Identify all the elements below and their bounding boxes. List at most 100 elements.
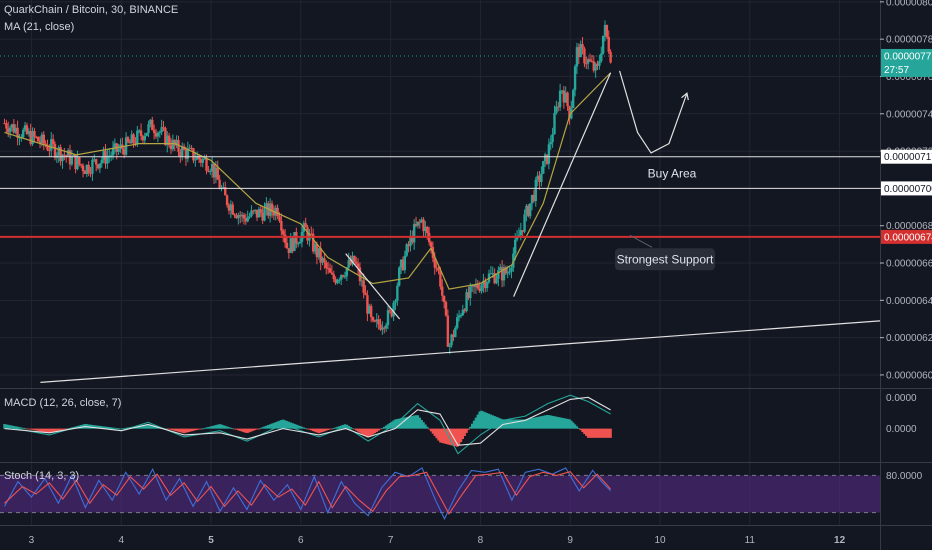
macd-histogram-bar [25, 428, 29, 430]
candle-body [68, 150, 72, 165]
macd-histogram-bar [139, 425, 143, 429]
macd-histogram-bar [190, 428, 193, 432]
macd-histogram-bar [209, 426, 212, 429]
macd-histogram-bar [512, 419, 515, 429]
candle-body [416, 221, 420, 226]
macd-histogram-bar [416, 415, 420, 429]
macd-histogram-bar [283, 420, 287, 429]
macd-histogram-bar [577, 428, 581, 430]
candle-body [218, 179, 221, 189]
macd-histogram-bar [603, 428, 607, 438]
candle-body [192, 148, 195, 161]
candle-body [377, 319, 380, 325]
x-tick-label: 8 [478, 535, 484, 546]
candle-body [44, 143, 47, 146]
macd-histogram-bar [207, 427, 210, 429]
macd-histogram-bar [528, 418, 532, 429]
macd-histogram-bar [465, 428, 468, 433]
candle-body [480, 285, 483, 292]
macd-histogram-bar [334, 427, 337, 429]
macd-histogram-bar [557, 417, 560, 429]
macd-histogram-bar [44, 428, 47, 433]
macd-legend[interactable]: MACD (12, 26, close, 7) [4, 397, 122, 409]
candle-body [214, 167, 218, 178]
ma-legend[interactable]: MA (21, close) [4, 21, 75, 33]
candle-body [93, 159, 96, 161]
macd-histogram-bar [583, 428, 586, 434]
candle-body [459, 315, 463, 317]
macd-tick-label: 0.0000 [886, 393, 917, 404]
macd-histogram-bar [268, 424, 272, 429]
candle-body [63, 154, 66, 156]
macd-histogram-bar [362, 428, 365, 436]
macd-histogram-bar [420, 419, 423, 429]
candle-body [83, 171, 87, 174]
macd-histogram-bar [152, 425, 156, 429]
candle-body [72, 154, 75, 157]
macd-histogram-bar [467, 428, 470, 430]
candle-body [521, 230, 524, 232]
candle-body [33, 130, 36, 137]
macd-histogram-bar [431, 428, 435, 434]
macd-histogram-bar [461, 428, 465, 440]
macd-histogram-bar [484, 412, 487, 429]
candle-body [91, 159, 94, 174]
macd-histogram-bar [418, 417, 421, 429]
candle-body [489, 273, 493, 275]
macd-histogram-bar [233, 428, 236, 430]
candle-body [289, 238, 292, 253]
candle-body [70, 156, 74, 165]
candle-body [495, 278, 498, 284]
candle-body [437, 268, 440, 271]
macd-histogram-bar [586, 428, 590, 438]
candle-body [231, 204, 234, 215]
candle-body [420, 219, 423, 222]
candle-body [166, 135, 169, 145]
candle-body [201, 159, 204, 163]
macd-histogram-bar [456, 428, 459, 447]
macd-histogram-bar [487, 413, 491, 429]
candle-body [239, 215, 242, 217]
candle-body [353, 255, 356, 262]
candle-body [456, 317, 459, 328]
candle-body [14, 127, 17, 133]
macd-histogram-bar [10, 425, 14, 429]
macd-histogram-bar [607, 428, 610, 438]
candle-body [205, 158, 208, 171]
candle-body [601, 35, 605, 54]
candle-body [66, 150, 70, 157]
candle-body [375, 319, 378, 322]
candle-body [555, 106, 558, 113]
symbol-legend[interactable]: QuarkChain / Bitcoin, 30, BINANCE [4, 4, 179, 16]
macd-histogram-bar [267, 425, 270, 429]
candle-body [398, 267, 401, 286]
macd-histogram-bar [35, 428, 38, 431]
candle-body [53, 144, 57, 158]
macd-histogram-bar [605, 428, 609, 438]
x-tick-label: 5 [208, 535, 214, 546]
candle-body [104, 150, 107, 164]
candle-body [394, 300, 397, 303]
candle-body [360, 280, 364, 282]
macd-histogram-bar [514, 419, 517, 429]
macd-histogram-bar [489, 414, 493, 429]
candle-body [319, 248, 322, 263]
candle-body [448, 345, 451, 347]
macd-histogram-bar [31, 428, 34, 430]
candle-body [472, 285, 476, 287]
macd-histogram-bar [113, 427, 117, 429]
candle-body [405, 244, 408, 256]
macd-histogram-bar [571, 422, 575, 429]
stoch-legend[interactable]: Stoch (14, 3, 3) [4, 470, 80, 482]
macd-histogram-bar [109, 427, 113, 429]
candle-body [435, 267, 438, 269]
candle-body [530, 194, 534, 204]
candle-body [543, 154, 547, 162]
macd-histogram-bar [250, 428, 253, 432]
candle-body [233, 214, 236, 216]
candle-body [106, 155, 109, 164]
macd-histogram-bar [50, 428, 53, 433]
candle-body [315, 244, 319, 258]
